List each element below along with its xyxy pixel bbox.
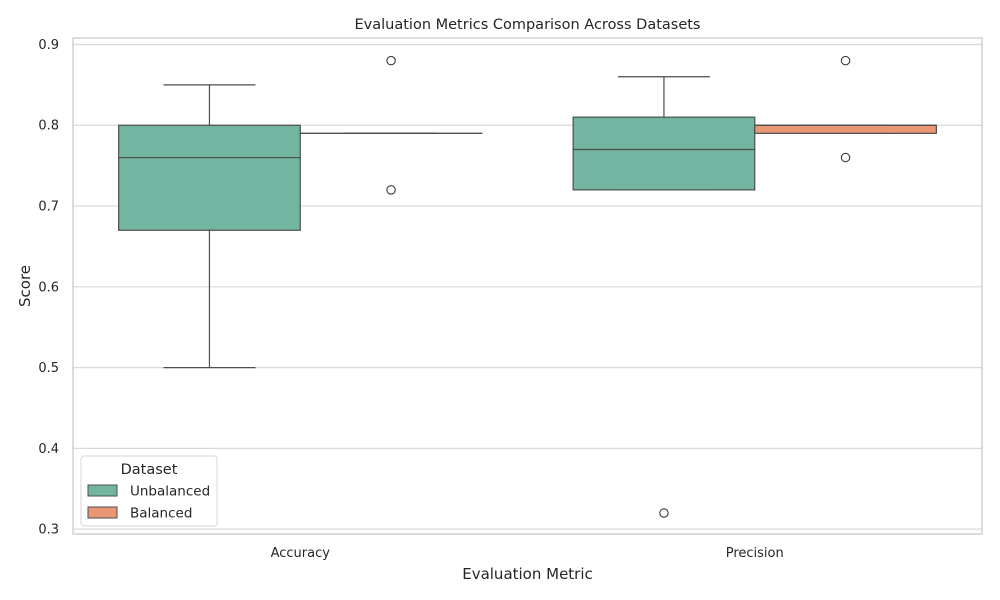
x-axis-ticks: Accuracy Precision <box>271 546 784 561</box>
x-axis-label: Evaluation Metric <box>462 565 593 583</box>
outlier-point <box>659 508 669 518</box>
y-axis-ticks: 0.3 0.4 0.5 0.6 0.7 0.8 0.9 <box>38 38 59 538</box>
legend-label-unbalanced: Unbalanced <box>130 484 210 500</box>
y-tick-label: 0.6 <box>38 280 59 295</box>
outlier-point <box>386 55 396 66</box>
chart-title: Evaluation Metrics Comparison Across Dat… <box>355 17 701 33</box>
outlier-point <box>386 185 396 195</box>
y-axis-label: Score <box>16 265 34 307</box>
box-unbalanced-precision <box>572 76 756 518</box>
box-body <box>118 124 301 231</box>
outlier-point <box>840 55 851 66</box>
x-tick-label: Precision <box>726 546 784 561</box>
legend-swatch-unbalanced <box>87 484 118 497</box>
legend: Dataset Unbalanced Balanced <box>80 455 218 527</box>
y-tick-label: 0.9 <box>38 38 59 53</box>
box-balanced-accuracy <box>299 55 483 195</box>
outlier-point <box>840 152 851 163</box>
x-tick-label: Accuracy <box>271 546 331 561</box>
y-tick-label: 0.3 <box>38 523 59 538</box>
y-tick-label: 0.8 <box>38 119 59 134</box>
box-balanced-precision <box>754 55 937 163</box>
box-body <box>572 116 756 191</box>
box-unbalanced-accuracy <box>118 84 301 369</box>
y-tick-label: 0.4 <box>38 442 59 457</box>
box-marks <box>118 55 937 518</box>
legend-swatch-balanced <box>87 506 118 519</box>
legend-label-balanced: Balanced <box>130 506 192 522</box>
plot-area-frame <box>72 37 983 535</box>
box-body <box>754 124 937 134</box>
y-tick-label: 0.5 <box>38 361 59 376</box>
y-tick-label: 0.7 <box>38 200 59 215</box>
legend-title: Dataset <box>121 462 178 478</box>
